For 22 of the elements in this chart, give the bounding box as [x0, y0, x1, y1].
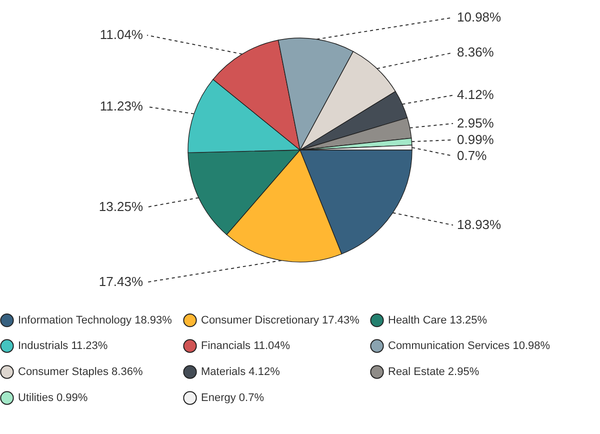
- data-label: 11.04%: [100, 27, 144, 42]
- legend-label: Information Technology 18.93%: [18, 314, 172, 326]
- data-label: 11.23%: [100, 98, 144, 114]
- data-label: 8.36%: [457, 44, 494, 60]
- legend-label: Materials 4.12%: [201, 366, 280, 378]
- legend-label: Financials 11.04%: [201, 340, 290, 352]
- legend-label: Real Estate 2.95%: [388, 366, 480, 378]
- legend-label: Utilities 0.99%: [18, 392, 88, 404]
- data-label: 0.99%: [457, 132, 494, 147]
- data-label: 2.95%: [457, 116, 494, 131]
- legend-label: Consumer Discretionary 17.43%: [201, 314, 360, 326]
- legend-label: Health Care 13.25%: [388, 314, 488, 326]
- data-label: 17.43%: [98, 274, 144, 290]
- data-label: 18.93%: [457, 217, 502, 232]
- legend-label: Consumer Staples 8.36%: [18, 366, 143, 378]
- legend-label: Communication Services 10.98%: [388, 340, 550, 352]
- data-label: 10.98%: [457, 10, 502, 24]
- data-label: 13.25%: [98, 199, 144, 214]
- data-label: 4.12%: [457, 87, 494, 102]
- legend-label: Industrials 11.23%: [18, 340, 108, 352]
- data-label: 0.7%: [457, 148, 488, 163]
- legend-label: Energy 0.7%: [201, 392, 264, 404]
